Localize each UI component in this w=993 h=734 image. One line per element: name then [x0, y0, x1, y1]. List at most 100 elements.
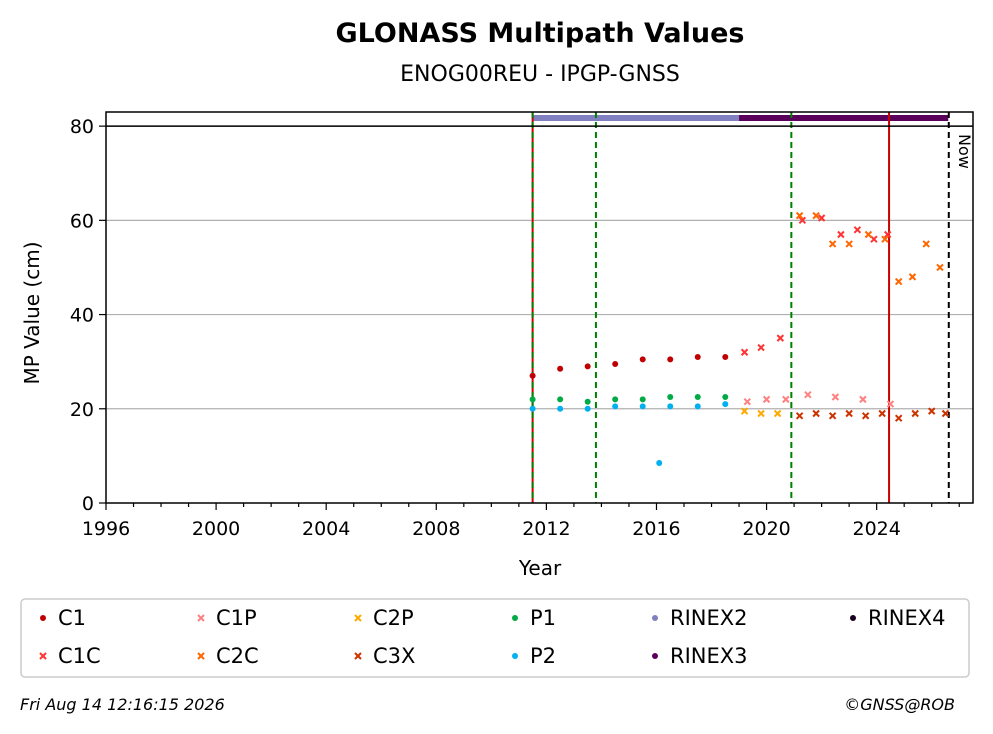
legend-label-c1c: C1C	[58, 644, 101, 668]
y-tick-label-4: 80	[70, 116, 94, 138]
point-c1p-5	[859, 395, 867, 404]
point-c1p-2	[782, 395, 790, 404]
x-tick-label-4: 2012	[522, 518, 570, 540]
point-c1-4	[639, 356, 646, 363]
point-c1c-4	[817, 214, 826, 222]
point-p1-5	[667, 394, 674, 401]
point-c3x-0-stroke-b	[795, 412, 804, 420]
point-c1c-1-stroke-b	[757, 343, 765, 352]
legend-label-rinex4: RINEX4	[868, 606, 946, 630]
legend-marker-c1p-stroke-b	[197, 614, 205, 622]
y-tick-label-0: 0	[82, 493, 94, 515]
point-c1c-2	[776, 334, 785, 342]
legend-label-c1: C1	[58, 606, 86, 630]
legend-label-p2: P2	[530, 644, 556, 668]
point-c3x-8	[928, 407, 936, 415]
point-c1-5	[667, 356, 674, 363]
point-p2-4	[639, 403, 646, 410]
point-c2p-2	[773, 409, 782, 418]
point-p2-7	[694, 403, 701, 410]
point-c3x-3	[845, 409, 853, 418]
point-p2-6	[667, 403, 674, 410]
point-c2c-7	[908, 273, 917, 281]
point-c2p-1	[757, 409, 765, 418]
point-p1-4	[639, 396, 646, 403]
point-c1c-5-stroke-b	[837, 230, 845, 239]
point-c2c-6-stroke-b	[894, 277, 903, 286]
legend-label-rinex3: RINEX3	[670, 644, 748, 668]
y-tick-label-3: 60	[70, 210, 94, 232]
point-p2-0	[529, 405, 536, 412]
point-c2c-7-stroke-b	[908, 273, 917, 281]
legend-box	[20, 598, 970, 678]
x-tick-label-3: 2008	[412, 518, 460, 540]
point-c3x-2-stroke-b	[828, 412, 837, 420]
legend-marker-c1c	[39, 652, 47, 660]
point-c2c-1-stroke-b	[812, 211, 820, 220]
point-c2c-0	[795, 211, 804, 220]
legend-marker-c1p	[197, 614, 205, 622]
x-tick-label-5: 2016	[632, 518, 680, 540]
point-c3x-8-stroke-b	[928, 407, 936, 415]
point-p2-8	[722, 401, 729, 408]
point-c1-3	[612, 361, 619, 368]
point-c1p-3-stroke-b	[804, 390, 812, 399]
point-p2-1	[557, 405, 564, 412]
point-c2c-8	[922, 240, 930, 248]
legend-marker-p2	[512, 653, 518, 659]
x-axis-label: Year	[518, 556, 562, 580]
point-c2c-4	[864, 230, 873, 239]
point-c1p-3	[804, 390, 812, 399]
point-c3x-2	[828, 412, 837, 420]
legend-marker-c3x-stroke-b	[354, 652, 362, 660]
point-c1-2	[584, 363, 591, 370]
legend-marker-c1	[40, 615, 46, 621]
point-p2-3	[612, 403, 619, 410]
chart-subtitle: ENOG00REU - IPGP-GNSS	[400, 62, 680, 87]
point-c1p-6	[886, 400, 895, 408]
point-c1-7	[722, 353, 729, 360]
point-c1c-3-stroke-b	[798, 216, 807, 225]
point-p1-6	[694, 394, 701, 401]
x-tick-label-7: 2024	[852, 518, 900, 540]
point-c3x-7	[911, 409, 919, 418]
point-c1c-6	[853, 226, 862, 234]
legend-marker-rinex4	[850, 615, 856, 621]
point-c2c-6	[894, 277, 903, 286]
point-c1c-8	[883, 230, 892, 239]
point-c2c-2	[828, 240, 837, 248]
legend-label-c3x: C3X	[373, 644, 415, 668]
point-c1p-1-stroke-b	[762, 395, 771, 404]
point-c3x-5-stroke-b	[878, 409, 886, 418]
point-c3x-1	[812, 409, 820, 418]
legend-marker-rinex3	[652, 653, 658, 659]
legend-marker-c2c	[197, 652, 205, 660]
point-c1-1	[557, 365, 564, 372]
legend-marker-rinex2	[652, 615, 658, 621]
x-tick-label-2: 2004	[302, 518, 350, 540]
legend-marker-p1	[512, 615, 518, 621]
point-c1p-0	[743, 398, 752, 406]
point-c3x-9-stroke-b	[941, 409, 950, 418]
y-tick-label-2: 40	[70, 305, 94, 327]
point-c3x-3-stroke-b	[845, 409, 853, 418]
legend-marker-c3x	[354, 652, 362, 660]
point-c1c-7	[870, 235, 878, 243]
point-c1p-6-stroke-b	[886, 400, 895, 408]
point-c2c-1	[812, 211, 820, 220]
point-c1c-5	[837, 230, 845, 239]
x-tick-label-6: 2020	[742, 518, 790, 540]
legend: C1 C1P C2P P1 RINEX2 RINEX4 C1C C2C C3X P2 RINEX3	[39, 606, 946, 668]
point-p2-2	[584, 405, 591, 412]
point-c2p-0	[740, 407, 749, 415]
point-c1p-2-stroke-b	[782, 395, 790, 404]
footer-date: Fri Aug 14 12:16:15 2026	[20, 695, 225, 714]
point-p1-0	[529, 396, 536, 403]
point-c3x-4-stroke-b	[861, 412, 870, 420]
point-c1p-1	[762, 395, 771, 404]
x-tick-label-1: 2000	[192, 518, 240, 540]
point-c2c-8-stroke-b	[922, 240, 930, 248]
point-c1p-0-stroke-b	[743, 398, 752, 406]
point-c1c-7-stroke-b	[870, 235, 878, 243]
